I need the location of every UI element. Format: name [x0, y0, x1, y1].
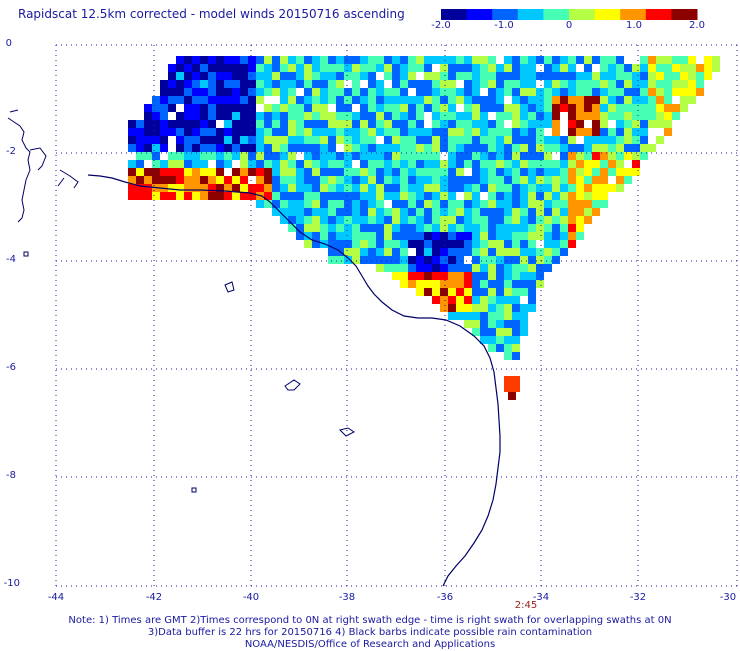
lon-label: -44 — [47, 592, 65, 603]
lat-lon-grid — [55, 44, 738, 587]
island-coast-left — [7, 109, 79, 223]
island-1 — [224, 281, 235, 293]
colorbar-segment — [543, 9, 570, 20]
coastline — [87, 174, 501, 587]
lon-label: -40 — [242, 592, 260, 603]
lat-label: -10 — [3, 578, 20, 589]
island-4 — [191, 487, 197, 493]
lat-label: -4 — [6, 254, 16, 265]
colorbar-segment — [441, 9, 468, 20]
note-line-1: Note: 1) Times are GMT 2)Times correspon… — [68, 615, 672, 626]
island-3 — [339, 427, 355, 437]
lon-label: -32 — [629, 592, 647, 603]
colorbar-tick-label: -1.0 — [494, 20, 514, 31]
colorbar-segment — [466, 9, 493, 20]
colorbar-tick-label: -2.0 — [431, 20, 451, 31]
swath-time-label: 2:45 — [514, 600, 538, 611]
colorbar-segment — [645, 9, 672, 20]
map-title: Rapidscat 12.5km corrected - model winds… — [18, 7, 405, 21]
lon-label: -38 — [338, 592, 356, 603]
lon-label: -30 — [719, 592, 737, 603]
lon-label: -36 — [436, 592, 454, 603]
note-line-2: 3)Data buffer is 22 hrs for 20150716 4) … — [147, 627, 593, 638]
island-5 — [23, 251, 29, 257]
colorbar-segment — [569, 9, 596, 20]
colorbar-segment — [594, 9, 621, 20]
lat-label: -2 — [6, 146, 16, 157]
colorbar-tick-label: 1.0 — [626, 20, 642, 31]
colorbar-tick-label: 0 — [565, 20, 573, 31]
swath-data-cells — [128, 56, 720, 400]
island-2 — [284, 379, 301, 391]
colorbar-segment — [517, 9, 544, 20]
colorbar-segment — [492, 9, 519, 20]
lat-label: 0 — [5, 38, 12, 49]
colorbar-segment — [620, 9, 647, 20]
colorbar-segment — [671, 9, 698, 20]
lat-label: -8 — [6, 470, 16, 481]
colorbar-tick-label: 2.0 — [689, 20, 705, 31]
lon-label: -34 — [532, 592, 550, 603]
lat-label: -6 — [6, 362, 16, 373]
footnotes: Note: 1) Times are GMT 2)Times correspon… — [0, 615, 740, 651]
note-line-3: NOAA/NESDIS/Office of Research and Appli… — [244, 639, 496, 650]
colorbar — [441, 9, 698, 20]
lon-label: -42 — [145, 592, 163, 603]
